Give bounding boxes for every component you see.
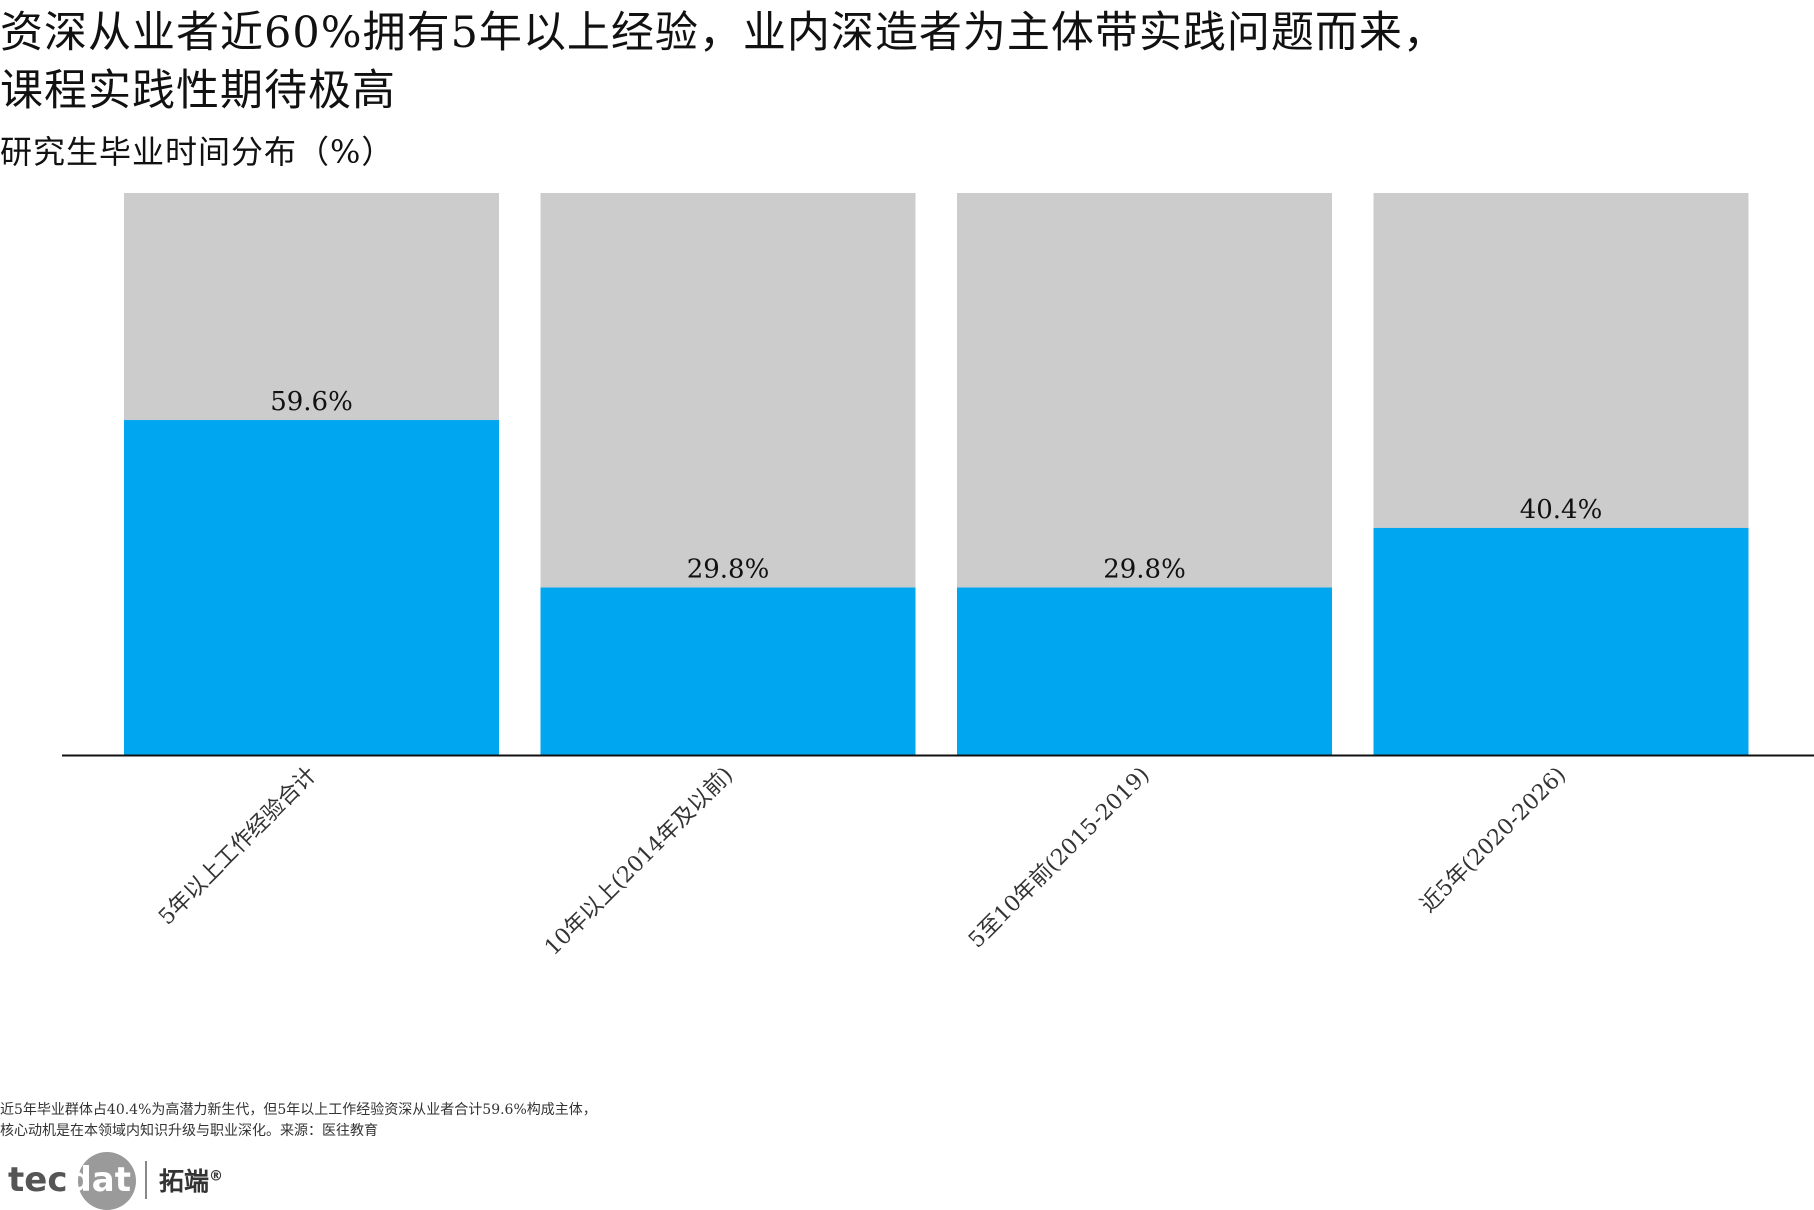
bar-3 [957, 587, 1332, 755]
logo-circle-shape [78, 1152, 136, 1210]
logo-word-dat: dat [67, 1160, 132, 1200]
footnote-line-1: 近5年毕业群体占40.4%为高潜力新生代，但5年以上工作经验资深从业者合计59.… [0, 1102, 597, 1118]
logo-word-tec: tec [8, 1160, 68, 1200]
chart-title-line-1: 资深从业者近60%拥有5年以上经验，业内深造者为主体带实践问题而来， [0, 8, 1447, 58]
logo-wordmark: tecdat [8, 1160, 131, 1200]
chart-subtitle: 研究生毕业时间分布（%） [0, 133, 395, 171]
bar-2 [540, 587, 916, 755]
chart-title-line-2: 课程实践性期待极高 [0, 66, 396, 116]
logo-chinese-name: 拓端® [159, 1162, 223, 1198]
logo-registered-mark: ® [209, 1168, 224, 1185]
x-tick-label-4: 近5年(2020-2026) [1416, 763, 1571, 918]
x-tick-label-3: 5至10年前(2015-2019) [964, 763, 1155, 954]
chart-title: 资深从业者近60%拥有5年以上经验，业内深造者为主体带实践问题而来， 课程实践性… [0, 4, 1800, 120]
logo-separator [145, 1161, 148, 1199]
bar-1 [124, 420, 499, 755]
logo-chinese-text: 拓端 [159, 1167, 210, 1196]
data-label-3: 29.8% [1103, 555, 1186, 585]
footnote: 近5年毕业群体占40.4%为高潜力新生代，但5年以上工作经验资深从业者合计59.… [0, 1100, 597, 1142]
footnote-line-2: 核心动机是在本领域内知识升级与职业深化。来源：医往教育 [0, 1123, 378, 1139]
data-label-4: 40.4% [1520, 495, 1603, 525]
data-label-2: 29.8% [687, 555, 770, 585]
brand-logo: tecdat 拓端® [8, 1150, 223, 1210]
x-tick-label-2: 10年以上(2014年及以前) [540, 763, 738, 961]
bar-4 [1373, 527, 1749, 755]
data-label-1: 59.6% [270, 387, 353, 417]
x-tick-label-1: 5年以上工作经验合计 [154, 763, 322, 931]
